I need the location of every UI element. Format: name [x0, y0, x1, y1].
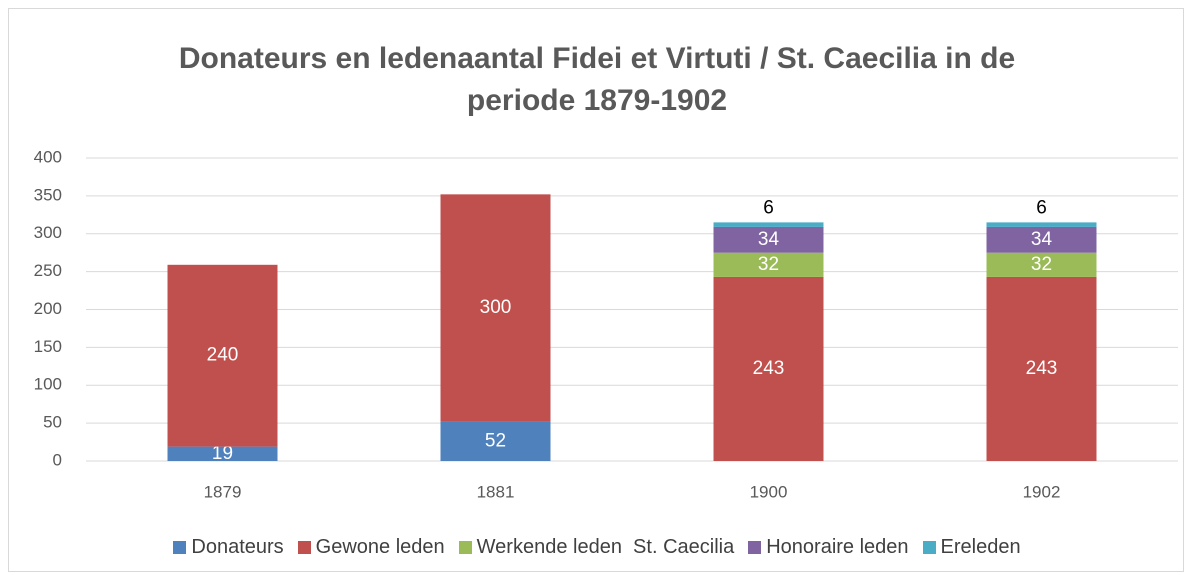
- bar-segment: [440, 421, 551, 461]
- data-label: 52: [485, 430, 506, 451]
- y-tick-label: 200: [34, 299, 62, 318]
- legend-label: Ereleden: [940, 536, 1021, 558]
- chart-frame: [8, 8, 1184, 572]
- y-tick-label: 0: [53, 450, 62, 469]
- x-tick-label: 1879: [204, 482, 242, 501]
- x-tick-label: 1900: [750, 482, 788, 501]
- data-label: 34: [758, 229, 780, 250]
- y-tick-label: 100: [34, 375, 62, 394]
- legend-swatch: [297, 541, 311, 554]
- bar-segment: [986, 276, 1097, 461]
- legend-item: Gewone leden: [297, 536, 445, 559]
- data-label: 32: [758, 254, 779, 275]
- data-label: 6: [763, 197, 774, 218]
- data-label: 6: [1036, 197, 1047, 218]
- legend-label: Donateurs: [191, 536, 284, 558]
- legend-swatch: [458, 541, 472, 554]
- legend-item: Honoraire leden: [748, 536, 909, 559]
- x-tick-label: 1881: [477, 482, 515, 501]
- bar-segment: [986, 222, 1097, 227]
- y-tick-label: 400: [34, 147, 62, 166]
- legend-label: Honoraire leden: [766, 536, 909, 558]
- bar-segment: [986, 226, 1097, 253]
- legend-item: Donateurs: [173, 536, 284, 559]
- y-tick-label: 350: [34, 185, 62, 204]
- data-label: 240: [207, 345, 239, 366]
- y-tick-label: 150: [34, 337, 62, 356]
- legend: Donateurs Gewone leden Werkende leden St. …: [0, 536, 1194, 559]
- y-tick-label: 250: [34, 261, 62, 280]
- legend-item: Werkende leden St. Caecilia: [458, 536, 735, 559]
- data-label: 300: [480, 297, 512, 318]
- data-label: 243: [753, 358, 785, 379]
- bar-segment: [986, 252, 1097, 277]
- y-tick-label: 300: [34, 223, 62, 242]
- bar-segment: [713, 276, 824, 461]
- bar-segment: [713, 222, 824, 227]
- x-tick-label: 1902: [1023, 482, 1061, 501]
- bar-segment: [440, 194, 551, 422]
- data-label: 32: [1031, 254, 1052, 275]
- data-label: 34: [1031, 229, 1053, 250]
- bar-segment: [713, 252, 824, 277]
- legend-swatch: [748, 541, 762, 554]
- legend-swatch: [922, 541, 936, 554]
- y-tick-label: 50: [43, 413, 62, 432]
- data-label: 19: [212, 443, 233, 464]
- data-label: 243: [1026, 358, 1058, 379]
- legend-swatch: [173, 541, 187, 554]
- bar-segment: [167, 264, 278, 447]
- legend-label: Werkende leden St. Caecilia: [476, 536, 735, 558]
- legend-item: Ereleden: [922, 536, 1021, 559]
- bar-segment: [167, 446, 278, 461]
- bar-segment: [713, 226, 824, 253]
- legend-label: Gewone leden: [315, 536, 445, 558]
- chart-title: Donateurs en ledenaantal Fidei et Virtut…: [178, 42, 1016, 117]
